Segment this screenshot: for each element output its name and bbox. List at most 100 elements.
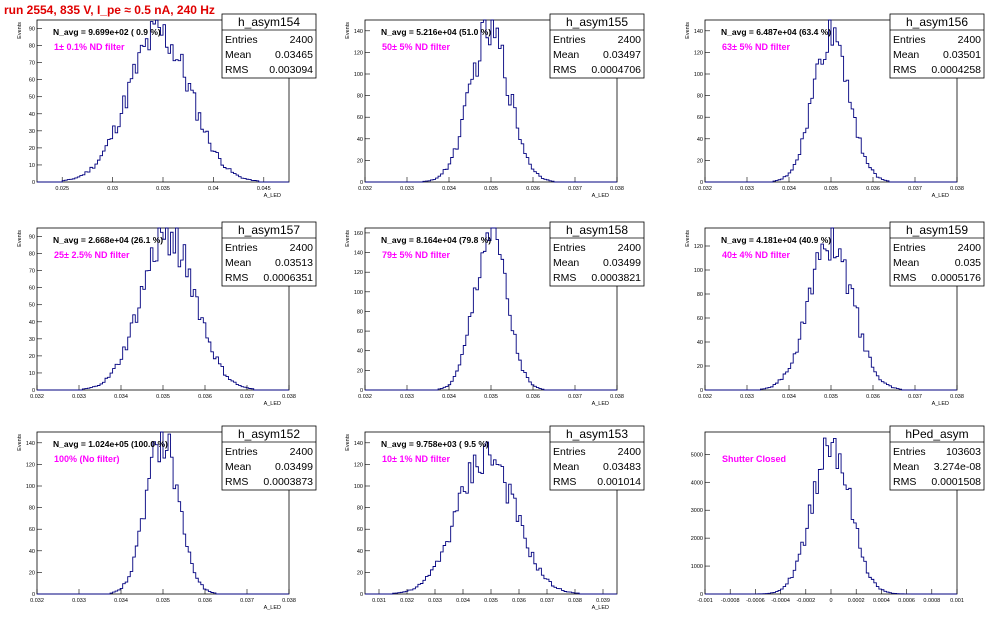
y-tick-label: 40 [697, 340, 703, 346]
y-tick-label: 2000 [691, 536, 703, 542]
stat-label-rms: RMS [893, 272, 916, 284]
y-tick-label: 20 [29, 570, 35, 576]
stat-value-rms: 0.0004706 [591, 64, 641, 76]
stat-label-entries: Entries [893, 446, 926, 458]
x-tick-label: 0.035 [824, 186, 838, 192]
x-tick-label: 0.033 [400, 394, 414, 400]
stat-label-mean: Mean [893, 257, 919, 269]
stat-value-mean: 0.03513 [275, 257, 313, 269]
y-tick-label: 120 [26, 462, 35, 468]
x-tick-label: 0.035 [156, 394, 170, 400]
x-tick-label: 0.036 [866, 394, 880, 400]
x-tick-label: 0.038 [950, 394, 964, 400]
stat-value-mean: 3.274e-08 [934, 461, 981, 473]
x-tick-label: 0.04 [208, 186, 219, 192]
stat-value-entries: 2400 [958, 34, 982, 46]
stat-value-mean: 0.03465 [275, 49, 313, 61]
stats-title: h_asym158 [566, 223, 628, 237]
x-axis-label: A_LED [592, 605, 609, 611]
stats-box-frame [549, 221, 645, 287]
stats-title: h_asym157 [238, 223, 300, 237]
x-tick-label: 0.032 [30, 394, 44, 400]
y-tick-label: 140 [354, 441, 363, 447]
stats-title: h_asym153 [566, 427, 628, 441]
y-tick-label: 120 [354, 462, 363, 468]
histogram-panel-h_asym156: 0 20 40 60 80 100 120 140 0.032 0.033 0.034 0.035 0.… [685, 13, 985, 199]
x-tick-label: 0.034 [442, 186, 456, 192]
histogram-panel-h_asym153: 0 20 40 60 80 100 120 140 0.031 0.032 0.033 0.034 0.… [345, 425, 645, 611]
y-tick-label: 80 [29, 252, 35, 258]
histogram-panel-h_asym158: 0 20 40 60 80 100 120 140 160 0.032 0.033 0.034 0.03… [345, 221, 645, 407]
x-tick-label: 0.034 [782, 186, 796, 192]
y-tick-label: 100 [354, 290, 363, 296]
histogram-line-h_asym157 [37, 227, 289, 391]
x-axis-label: A_LED [264, 401, 281, 407]
x-tick-label: 0.035 [156, 186, 170, 192]
x-tick-label: 0.032 [400, 598, 414, 604]
histogram-line-h_asym158 [365, 227, 617, 391]
y-tick-label: 10 [29, 163, 35, 169]
y-axis-label: Events [17, 434, 23, 451]
stat-value-entries: 2400 [618, 446, 642, 458]
run-title: run 2554, 835 V, I_pe ≈ 0.5 nA, 240 Hz [4, 3, 215, 17]
y-tick-label: 80 [357, 506, 363, 512]
stat-value-rms: 0.003094 [269, 64, 313, 76]
x-tick-label: 0.038 [568, 598, 582, 604]
stat-label-mean: Mean [225, 49, 251, 61]
stats-title: h_asym156 [906, 15, 968, 29]
x-tick-label: 0.036 [198, 598, 212, 604]
y-tick-label: 1000 [691, 564, 703, 570]
x-tick-label: 0.033 [740, 394, 754, 400]
x-tick-label: -0.0004 [771, 598, 790, 604]
y-tick-label: 50 [29, 95, 35, 101]
x-tick-label: 0.037 [568, 394, 582, 400]
x-tick-label: 0.036 [866, 186, 880, 192]
x-tick-label: 0.037 [908, 394, 922, 400]
x-tick-label: 0.034 [782, 394, 796, 400]
stat-value-entries: 2400 [290, 242, 314, 254]
stat-value-mean: 0.03499 [275, 461, 313, 473]
y-axis-label: Events [345, 230, 351, 247]
x-axis-label: A_LED [592, 193, 609, 199]
y-tick-label: 20 [29, 354, 35, 360]
y-tick-label: 40 [357, 349, 363, 355]
stats-box: h_asym155 Entries 2400 Mean 0.03497 RMS 0.0004… [549, 13, 645, 79]
stat-value-mean: 0.035 [955, 257, 981, 269]
x-tick-label: 0.033 [72, 598, 86, 604]
y-tick-label: 40 [357, 137, 363, 143]
filter-annotation: 50± 5% ND filter [382, 42, 450, 52]
y-tick-label: 90 [29, 235, 35, 241]
x-tick-label: 0.034 [114, 394, 128, 400]
x-tick-label: 0.032 [698, 394, 712, 400]
stats-box: h_asym158 Entries 2400 Mean 0.03499 RMS 0.0003… [549, 221, 645, 287]
stat-label-mean: Mean [225, 461, 251, 473]
stats-box: h_asym154 Entries 2400 Mean 0.03465 RMS 0.0030… [221, 13, 317, 79]
stat-value-entries: 2400 [618, 242, 642, 254]
stat-value-rms: 0.001014 [597, 476, 641, 488]
x-tick-label: 0.037 [908, 186, 922, 192]
x-tick-label: 0.0006 [898, 598, 915, 604]
y-tick-label: 40 [29, 320, 35, 326]
y-tick-label: 0 [700, 388, 703, 394]
stat-value-rms: 0.0005176 [931, 272, 981, 284]
stat-value-entries: 2400 [618, 34, 642, 46]
y-tick-label: 0 [360, 388, 363, 394]
y-tick-label: 100 [26, 484, 35, 490]
histogram-line-h_asym154 [37, 19, 289, 183]
y-tick-label: 20 [697, 364, 703, 370]
filter-annotation: 63± 5% ND filter [722, 42, 790, 52]
y-tick-label: 80 [697, 94, 703, 100]
y-tick-label: 20 [357, 368, 363, 374]
y-tick-label: 140 [354, 251, 363, 257]
stat-label-rms: RMS [225, 272, 248, 284]
stat-label-entries: Entries [893, 242, 926, 254]
stats-box-frame [221, 425, 317, 491]
y-tick-label: 50 [29, 303, 35, 309]
stat-label-entries: Entries [553, 242, 586, 254]
x-axis-label: A_LED [592, 401, 609, 407]
x-tick-label: 0.0002 [848, 598, 865, 604]
y-tick-label: 0 [700, 592, 703, 598]
x-tick-label: 0 [829, 598, 832, 604]
stat-value-entries: 2400 [958, 242, 982, 254]
x-tick-label: -0.0002 [796, 598, 815, 604]
